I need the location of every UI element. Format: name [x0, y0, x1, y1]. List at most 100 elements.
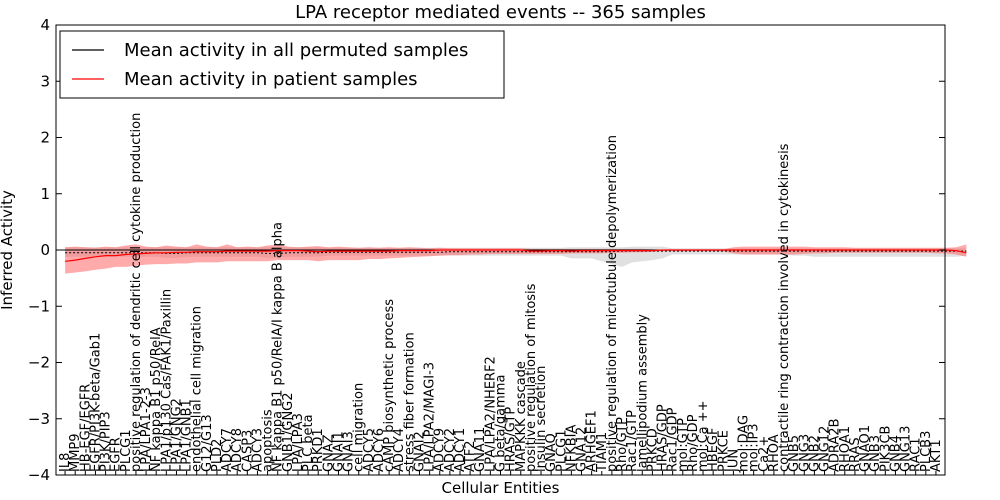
series-lines [65, 249, 967, 262]
entity-label: insulin secretion [534, 366, 549, 472]
entity-label: TIAM1 [595, 432, 610, 473]
entity-label: NF kappa B1 p50/RelA/I kappa B alpha [271, 222, 286, 472]
entity-label: LPA1/GNB1 [180, 399, 195, 472]
entity-label: PRKCE [716, 430, 731, 472]
y-tick-label: −1 [28, 297, 50, 315]
entity-label: GNB3 [868, 435, 883, 472]
entity-label: HB-EGF/EGFR [78, 384, 93, 472]
entity-label: cell migration [352, 383, 367, 472]
legend-label-permuted: Mean activity in all permuted samples [124, 40, 468, 61]
chart-title: LPA receptor mediated events -- 365 samp… [295, 2, 706, 23]
entity-label: NFKBIA [564, 425, 579, 472]
entity-label: Rho/GTP [615, 417, 630, 472]
entity-labels: IL8MMP9HB-EGF/EGFREGFR/PI3K-beta/Gab1PI3… [58, 113, 944, 475]
entity-label: mol:DAG [737, 415, 752, 472]
spread-bands [65, 244, 967, 274]
y-axis-label: Inferred Activity [0, 190, 16, 310]
entity-label: JUN [726, 449, 741, 473]
entity-label: positive regulation of mitosis [524, 283, 539, 472]
entity-label: ARHGEF1 [585, 410, 600, 472]
entity-label: HBEGF [706, 428, 721, 472]
entity-label: PLD2 [210, 439, 225, 472]
entity-label: endothelial cell migration [190, 306, 205, 472]
y-tick-label: 1 [40, 185, 50, 203]
entity-label: mol:IP3 [747, 423, 762, 472]
entity-label: ADCY6 [372, 428, 387, 472]
entity-label: RRAS [848, 437, 863, 472]
entity-label: ADCY9 [433, 428, 448, 472]
entity-label: LPA/LPA2/MAGI-3 [423, 362, 438, 472]
entity-label: mol:Ca ++ [696, 400, 711, 472]
entity-label: MMP9 [68, 433, 83, 472]
entity-label: GNAZ [321, 434, 336, 472]
y-tick-label: 2 [40, 129, 50, 147]
entity-label: RHOA [767, 434, 782, 472]
legend-box [59, 30, 505, 99]
entity-label: GNA11 [473, 427, 488, 472]
entity-label: GNG13 [899, 426, 914, 472]
entity-label: GNA12 [575, 427, 590, 472]
entity-label: RHOA1 [838, 426, 853, 472]
entity-label: PLCB3 [919, 431, 934, 472]
y-tick-label: −4 [28, 466, 50, 484]
entity-label: GNAI1 [332, 431, 347, 472]
entity-label: RAC1 [909, 437, 924, 472]
entity-label: ATF2 [463, 440, 478, 472]
entity-label: PLCG1 [119, 429, 134, 472]
entity-label: GNG12 [818, 426, 833, 472]
entity-label: Rac1/GDP [666, 407, 681, 472]
entity-label: positive regulation of microtubule depol… [605, 135, 620, 472]
y-tick-label: −2 [28, 354, 50, 372]
entity-label: IL8 [58, 453, 73, 472]
entity-label: GNB4 [888, 435, 903, 472]
entity-label: GNG3 [797, 434, 812, 472]
entity-label: EGFR/PI3K-beta/Gab1 [88, 333, 103, 472]
entity-label: LPA1/p130 Cas/FAK1/Paxillin [159, 289, 174, 472]
entity-label: ADCY3 [251, 428, 266, 472]
entity-label: ADCY2 [443, 428, 458, 472]
x-axis-label: Cellular Entities [442, 479, 560, 497]
entity-label: cAMP biosynthetic process [382, 299, 397, 472]
entity-label: LPA/LPA1-2-3 [139, 387, 154, 472]
entity-label: EGFR [109, 437, 124, 472]
entity-label: mol:GTP [676, 418, 691, 472]
entity-label: PI3K/PIP3 [99, 411, 114, 472]
entity-label: GNAO1 [858, 425, 873, 472]
entity-label: PRKCD [645, 428, 660, 472]
entity-label: HRAS/GTP [504, 407, 519, 472]
series-line-patient [65, 249, 967, 262]
entity-label: ADCY5 [362, 428, 377, 472]
entity-label: Rac1/GTP [625, 410, 640, 472]
y-tick-label: 0 [40, 241, 50, 259]
entity-label: stress fiber formation [402, 332, 417, 472]
entity-label: Rho/GDP [686, 414, 701, 472]
entity-label: ADCY1 [453, 428, 468, 472]
entity-label: LPA1/GNG2 [170, 398, 185, 472]
entity-label: GNB5 [787, 435, 802, 472]
entity-label: GNAI3 [342, 431, 357, 472]
entity-label: GNB2 [807, 435, 822, 472]
entity-label: PLC beta [301, 414, 316, 472]
entity-label: PIK3CB [878, 426, 893, 472]
entity-label: GNB1/GNG2 [281, 392, 296, 472]
entity-label: ADRA2B [828, 419, 843, 473]
entity-label: NF kappa B1 p50/RelA [149, 327, 164, 472]
y-axis-ticks: 4 3 2 1 0 −1 −2 −3 −4 [28, 16, 945, 484]
entity-label: GNAQ [544, 433, 559, 472]
entity-label: apoptosis [261, 409, 276, 472]
legend-label-patient: Mean activity in patient samples [124, 69, 418, 90]
entity-label: PRKD1 [311, 428, 326, 472]
entity-label: ADCY4 [392, 428, 407, 472]
entity-label: LPA/LPA3 [291, 413, 306, 472]
band-patient-spread [65, 244, 967, 274]
entity-label: AKT1 [929, 439, 944, 472]
entity-label: Ca2+ [757, 436, 772, 472]
entity-label: ADCY7 [220, 428, 235, 472]
legend: Mean activity in all permuted samples Me… [59, 30, 505, 99]
entity-label: ADCY8 [230, 428, 245, 472]
y-tick-label: −3 [28, 410, 50, 428]
entity-label: lamellipodium assembly [635, 314, 650, 472]
entity-label: CASP3 [240, 430, 255, 472]
entity-label: contractile ring contraction involved in… [777, 143, 792, 472]
